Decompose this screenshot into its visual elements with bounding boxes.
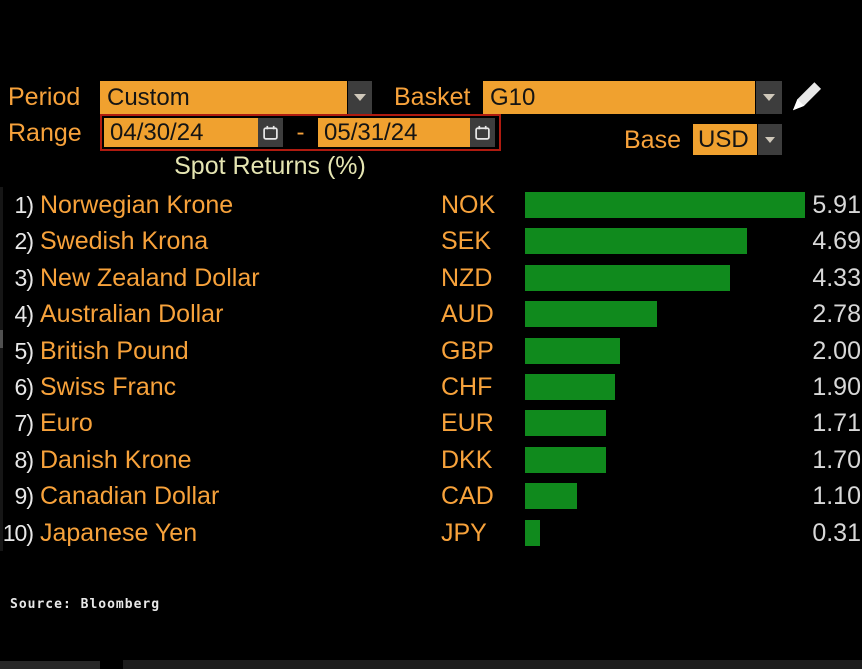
row-bar <box>525 483 578 510</box>
row-value: 1.90 <box>812 372 861 401</box>
row-rank: 1) <box>14 192 34 218</box>
row-name: Swedish Krona <box>40 227 209 256</box>
row-rank: 10) <box>2 519 34 546</box>
currency-row[interactable]: 7) Euro EUR 1.71 <box>0 405 862 441</box>
row-code: EUR <box>441 409 494 438</box>
currency-row[interactable]: 5) British Pound GBP 2.00 <box>0 333 862 369</box>
row-code: SEK <box>441 227 492 256</box>
row-code: NZD <box>441 263 493 292</box>
row-name: Australian Dollar <box>40 300 224 329</box>
base-dropdown-button[interactable] <box>758 124 782 155</box>
range-start-input[interactable]: 04/30/24 <box>104 118 258 147</box>
source-note: Source: Bloomberg <box>10 597 161 612</box>
row-value: 1.71 <box>812 409 861 438</box>
period-label: Period <box>8 83 81 111</box>
row-code: GBP <box>441 336 494 365</box>
chevron-down-icon <box>763 94 775 101</box>
row-rank: 5) <box>14 337 34 364</box>
range-end-calendar-button[interactable] <box>470 118 495 147</box>
row-rank: 8) <box>14 446 34 473</box>
row-rank: 3) <box>14 264 34 291</box>
row-bar <box>525 228 748 255</box>
row-code: JPY <box>441 518 487 547</box>
range-label: Range <box>8 119 82 147</box>
row-bar <box>525 446 606 473</box>
calendar-icon <box>263 125 278 140</box>
row-value: 2.78 <box>812 300 861 329</box>
period-dropdown-button[interactable] <box>348 81 372 114</box>
row-name: Canadian Dollar <box>40 482 220 511</box>
range-end-input[interactable]: 05/31/24 <box>318 118 470 147</box>
row-bar <box>525 519 540 546</box>
edit-basket-button[interactable] <box>789 80 825 114</box>
row-name: New Zealand Dollar <box>40 263 260 292</box>
row-bar <box>525 337 620 364</box>
calendar-icon <box>475 125 490 140</box>
row-name: British Pound <box>40 336 189 365</box>
currency-row[interactable]: 6) Swiss Franc CHF 1.90 <box>0 369 862 405</box>
row-name: Euro <box>40 409 93 438</box>
row-bar <box>525 373 615 400</box>
row-rank: 9) <box>14 483 34 510</box>
row-code: NOK <box>441 191 496 219</box>
row-rank: 6) <box>14 373 34 400</box>
currency-list: 1) Norwegian Krone NOK 5.91 2) Swedish K… <box>0 187 862 551</box>
range-group: 04/30/24 - 05/31/24 <box>100 114 501 151</box>
basket-dropdown-button[interactable] <box>756 81 782 114</box>
bottom-bar-segment <box>123 660 862 669</box>
scrollbar-thumb[interactable] <box>0 330 3 348</box>
range-separator: - <box>296 119 305 146</box>
currency-row[interactable]: 10) Japanese Yen JPY 0.31 <box>0 515 862 551</box>
basket-label: Basket <box>394 83 471 111</box>
row-rank: 2) <box>14 228 34 255</box>
row-bar <box>525 192 805 218</box>
scrollbar-track[interactable] <box>0 187 3 551</box>
row-rank: 7) <box>14 410 34 437</box>
bottom-bar-segment <box>0 661 100 669</box>
row-bar <box>525 301 657 328</box>
row-code: DKK <box>441 445 493 474</box>
basket-select[interactable]: G10 <box>483 81 755 114</box>
currency-row[interactable]: 3) New Zealand Dollar NZD 4.33 <box>0 260 862 296</box>
row-value: 4.69 <box>812 227 861 256</box>
base-select[interactable]: USD <box>693 124 757 155</box>
row-bar <box>525 410 606 437</box>
row-code: CAD <box>441 482 494 511</box>
currency-row[interactable]: 9) Canadian Dollar CAD 1.10 <box>0 478 862 514</box>
currency-row[interactable]: 2) Swedish Krona SEK 4.69 <box>0 223 862 259</box>
chevron-down-icon <box>354 94 366 101</box>
row-value: 2.00 <box>812 336 861 365</box>
row-rank: 4) <box>14 301 34 328</box>
row-name: Norwegian Krone <box>40 191 234 219</box>
range-start-calendar-button[interactable] <box>258 118 283 147</box>
row-name: Japanese Yen <box>40 518 198 547</box>
row-code: AUD <box>441 300 494 329</box>
row-name: Danish Krone <box>40 445 192 474</box>
currency-row[interactable]: 1) Norwegian Krone NOK 5.91 <box>0 187 862 223</box>
row-name: Swiss Franc <box>40 372 177 401</box>
currency-row[interactable]: 8) Danish Krone DKK 1.70 <box>0 442 862 478</box>
pencil-icon <box>792 82 822 111</box>
chart-title: Spot Returns (%) <box>174 152 366 180</box>
base-label: Base <box>624 126 681 154</box>
row-value: 1.10 <box>812 482 861 511</box>
row-code: CHF <box>441 372 493 401</box>
row-bar <box>525 264 731 291</box>
row-value: 5.91 <box>812 191 861 219</box>
period-select[interactable]: Custom <box>100 81 347 114</box>
chevron-down-icon <box>765 136 775 143</box>
row-value: 0.31 <box>812 518 861 547</box>
row-value: 4.33 <box>812 263 861 292</box>
row-value: 1.70 <box>812 445 861 474</box>
currency-row[interactable]: 4) Australian Dollar AUD 2.78 <box>0 296 862 332</box>
